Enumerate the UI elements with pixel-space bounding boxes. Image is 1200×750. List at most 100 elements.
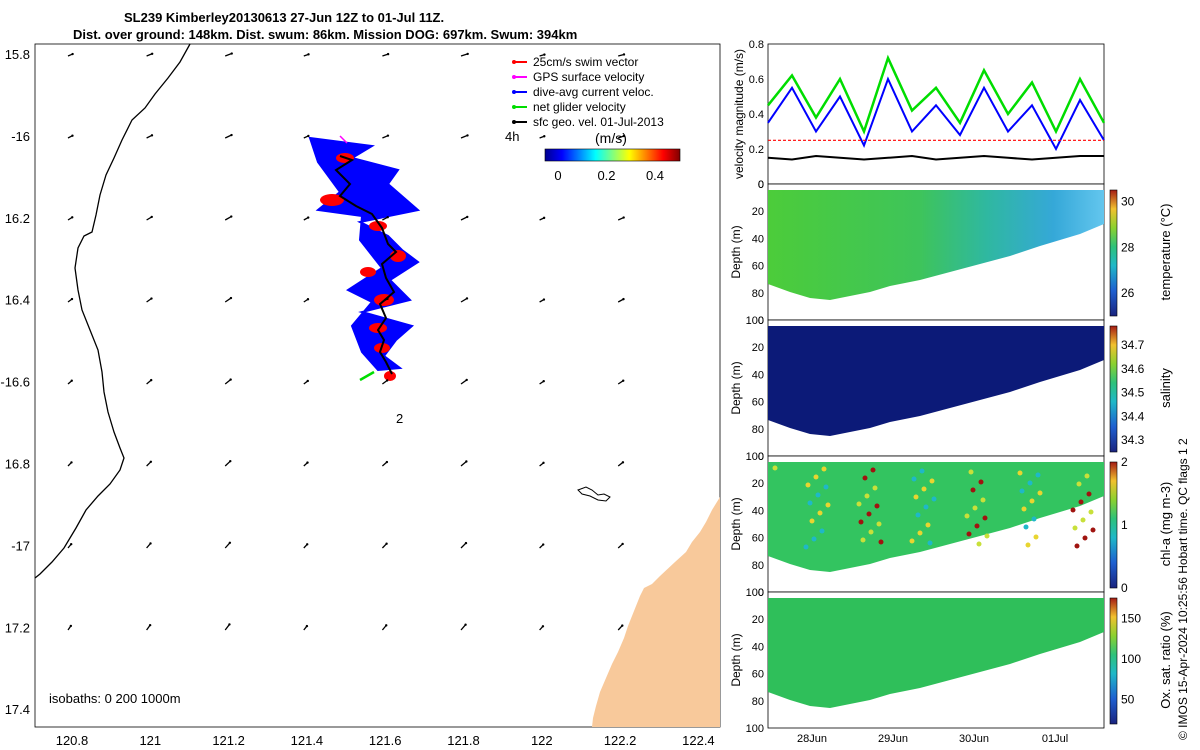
colorbar-tick: 28 [1121,240,1135,254]
chla-sample-dot [870,467,876,473]
geo-arrow-head [386,52,390,56]
gps-velocity-vector [339,135,348,144]
colorbar-tick: 1 [1121,518,1128,532]
depth-tick: 20 [752,478,764,490]
chla-sample-dot [929,478,935,484]
isobath-line [34,43,191,579]
label-2: 2 [396,411,403,426]
map-axes-box [34,43,721,728]
geo-arrow-head [71,216,74,219]
map-y-tick: -16.6 [0,375,30,390]
legend-entry: net glider velocity [533,100,626,114]
chla-sample-dot [878,539,884,545]
depth-tick: 40 [752,641,764,653]
chla-sample-dot [1027,480,1033,486]
chla-sample-dot [1082,535,1088,541]
velocity-series-line [767,76,1105,152]
map-y-tick: 16.4 [5,293,30,308]
velocity-y-tick: 0.8 [749,39,764,51]
colorbar-tick: 34.6 [1121,362,1145,376]
geo-arrow-head [307,134,310,138]
map-y-tick: 16.8 [5,457,30,472]
chla-sample-dot [1074,543,1080,549]
profile-data-temperature [768,190,1104,300]
geo-arrow-head [465,460,468,463]
colorbar-tick: 30 [1121,194,1135,208]
geo-arrow-head [386,297,389,301]
map-y-tick: 17.2 [5,620,30,635]
geo-arrow-head [542,379,545,383]
geo-arrow-head [70,379,73,382]
chla-sample-dot [1078,499,1084,505]
geo-arrow-head [622,53,626,56]
depth-axis-label: Depth (m) [729,497,743,550]
legend-swatch-head [512,75,516,79]
chla-sample-dot [1086,491,1092,497]
chla-sample-dot [970,487,976,493]
chla-sample-dot [858,519,864,525]
chla-sample-dot [978,479,984,485]
chla-sample-dot [911,476,917,482]
geo-arrow-head [305,624,309,628]
geo-arrow-head [466,134,469,137]
geo-arrow-head [464,623,467,626]
legend-entry: GPS surface velocity [533,70,644,84]
profile-colorbar [1109,461,1118,589]
geostrophic-velocity-arrows [67,52,626,631]
depth-tick: 80 [752,696,764,708]
chla-sample-dot [876,521,882,527]
chla-sample-dot [925,522,931,528]
colorbar-tick: 150 [1121,611,1141,625]
chla-sample-dot [976,541,982,547]
dive-avg-current-swath [308,135,421,382]
chla-sample-dot [1031,516,1037,522]
colorbar-tick: 2 [1121,455,1128,469]
geo-arrow-head [70,461,73,464]
geo-arrow-head [230,215,233,218]
chla-sample-dot [1090,527,1096,533]
map-y-tick: -16 [11,129,30,144]
swim-vector-cluster [320,194,344,206]
chla-sample-dot [1029,498,1035,504]
chla-sample-dot [815,492,821,498]
chla-sample-dot [1037,490,1043,496]
velocity-series-line [767,54,1106,135]
geo-arrow-head [229,459,232,463]
depth-tick: 60 [752,397,764,409]
geo-arrow-head [69,624,73,628]
chla-sample-dot [982,515,988,521]
map-x-tick: 121.4 [291,733,324,748]
geo-arrow-head [230,133,233,137]
chla-sample-dot [917,530,923,536]
time-axis-ticks: 28Jun 29Jun 30Jun 01Jul [797,733,1068,745]
chla-sample-dot [1019,488,1025,494]
isobaths-label: isobaths: 0 200 1000m [49,691,181,706]
map-y-tick-labels: 15.8 -16 16.2 16.4 -16.6 16.8 -17 17.2 17.4 [0,47,30,717]
geo-arrow-head [621,624,624,627]
chla-sample-dot [1070,507,1076,513]
geo-arrow-head [385,542,388,545]
profile-colorbar [1109,189,1118,317]
chla-sample-dot [819,528,825,534]
colorbar-tick: 50 [1121,693,1135,707]
depth-tick: 0 [758,587,764,599]
map-x-tick-labels: 120.8 121 121.2 121.4 121.6 121.8 122 122.2 122.… [56,733,715,748]
depth-tick: 100 [746,587,764,599]
net-velocity-vector [359,370,375,382]
chla-sample-dot [1076,481,1082,487]
geo-arrow-head [386,379,389,382]
geo-arrow-head [622,297,625,301]
chla-sample-dot [923,504,929,510]
depth-tick: 40 [752,369,764,381]
chla-sample-dot [856,501,862,507]
geo-arrow-head [150,215,153,219]
chla-sample-dot [927,540,933,546]
geo-arrow-head [622,216,625,219]
chla-sample-dot [862,475,868,481]
geo-arrow-head [307,53,310,56]
colorbar-label-oxygen: Ox. sat. ratio (%) [1158,611,1173,709]
geo-arrow-head [306,379,309,383]
